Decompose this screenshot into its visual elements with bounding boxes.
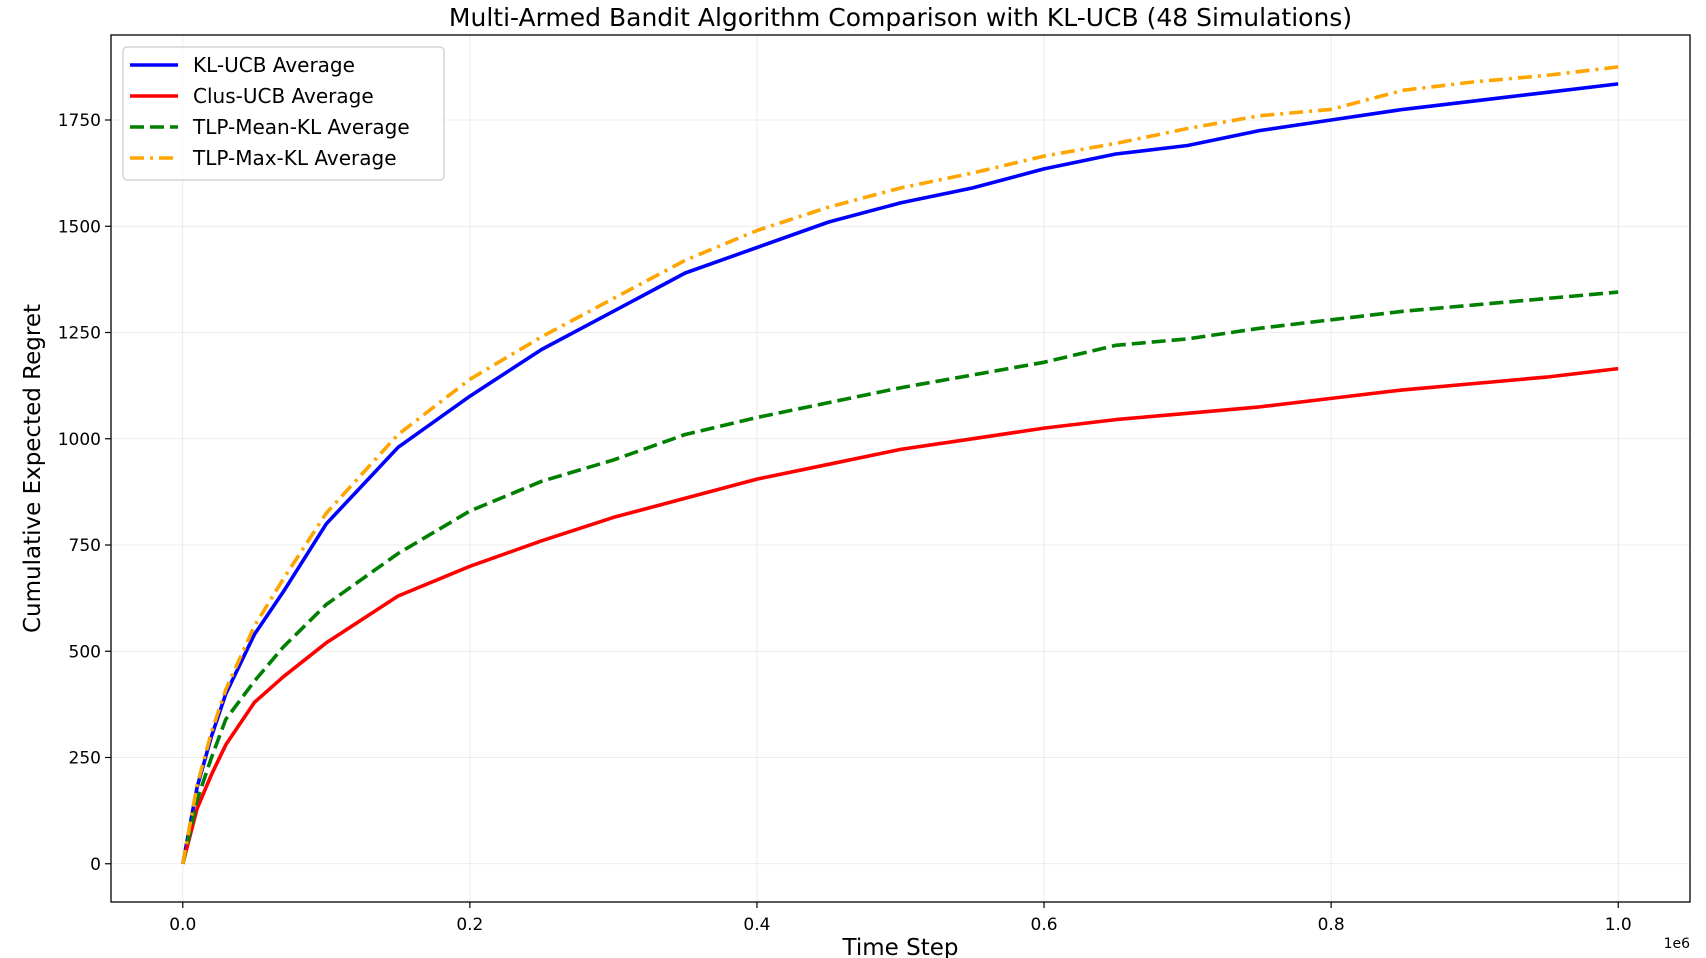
- x-tick-label: 1.0: [1605, 915, 1632, 935]
- y-tick-label: 1250: [58, 324, 101, 344]
- y-tick-label: 0: [90, 855, 101, 875]
- legend-label: TLP-Mean-KL Average: [192, 115, 410, 139]
- x-tick-label: 0.4: [743, 915, 770, 935]
- y-tick-label: 1500: [58, 217, 101, 237]
- series-line-0: [181, 82, 1619, 865]
- series-line-3: [181, 65, 1619, 865]
- ticks: 0.0 0.2 0.4 0.6 0.8 1.0 0 250 500 750 1000 1250 1500…: [58, 111, 1632, 935]
- legend-box: [122, 46, 445, 181]
- legend-label: KL-UCB Average: [193, 53, 355, 77]
- x-tick-label: 0.8: [1318, 915, 1345, 935]
- y-axis-label: Cumulative Expected Regret: [20, 304, 46, 633]
- series-line-2: [181, 290, 1619, 865]
- legend-label: Clus-UCB Average: [193, 84, 374, 108]
- y-tick-label: 750: [69, 536, 101, 556]
- x-tick-label: 0.6: [1031, 915, 1058, 935]
- x-axis-label: Time Step: [842, 935, 959, 958]
- series-layer: [181, 65, 1619, 865]
- series-line-1: [181, 366, 1619, 865]
- y-tick-label: 1750: [58, 111, 101, 131]
- y-tick-label: 250: [69, 749, 101, 769]
- legend-label: TLP-Max-KL Average: [192, 146, 397, 170]
- grid: [111, 35, 1690, 902]
- plot-frame: [110, 34, 1691, 903]
- legend: KL-UCB Average Clus-UCB Average TLP-Mean-K…: [122, 46, 445, 181]
- x-tick-label: 0.0: [169, 915, 196, 935]
- y-tick-label: 1000: [58, 430, 101, 450]
- y-tick-label: 500: [69, 642, 101, 662]
- chart-title: Multi-Armed Bandit Algorithm Comparison …: [449, 3, 1352, 32]
- x-axis-offset-label: 1e6: [1664, 936, 1691, 952]
- x-tick-label: 0.2: [456, 915, 483, 935]
